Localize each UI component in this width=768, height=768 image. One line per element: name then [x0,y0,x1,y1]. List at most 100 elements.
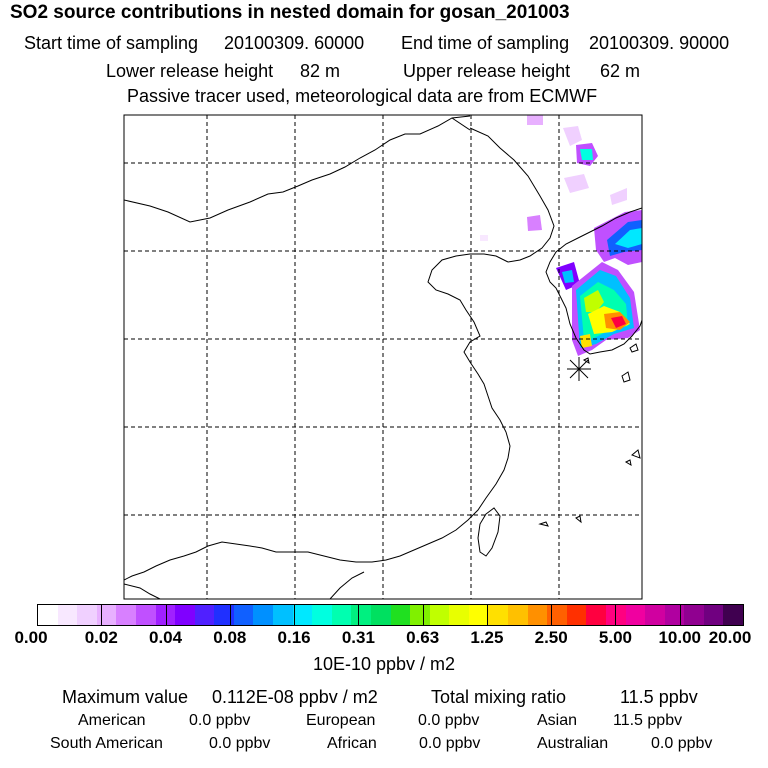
lower-release-label: Lower release height [106,61,274,81]
total-mixing-value: 11.5 ppbv [620,687,698,707]
tracer-note: Passive tracer used, meteorological data… [127,86,598,106]
color-scale-swatch [527,605,548,625]
plume-cell [480,235,488,241]
color-scale-swatch [645,605,666,625]
plume-cell [584,290,604,312]
color-scale-swatch [508,605,529,625]
color-scale-swatch [292,605,313,625]
region-value: 0.0 ppbv [209,735,271,752]
color-scale-swatch [488,605,509,625]
color-scale-swatch [449,605,470,625]
color-scale-swatch [723,605,744,625]
color-scale-swatch [175,605,196,625]
upper-release-label: Upper release height [403,61,571,81]
color-scale-divider [615,605,617,625]
plume-cell [527,215,542,231]
color-scale-swatch [390,605,411,625]
color-scale-swatch [351,605,372,625]
color-scale-swatch [468,605,489,625]
color-scale-divider [101,605,103,625]
color-scale-tick-label: 0.04 [148,628,183,647]
region-value: 0.0 ppbv [419,735,481,752]
border-line [329,571,365,599]
region-name: Asian [537,712,578,729]
plume-cell [580,149,593,160]
region-name: South American [50,735,163,752]
color-scale-tick-label: 0.31 [341,628,375,647]
region-name: European [306,712,376,729]
upper-release-value: 62 m [600,61,641,81]
total-mixing-label: Total mixing ratio [431,687,567,707]
start-time-label: Start time of sampling [24,33,199,53]
color-scale-swatch [566,605,587,625]
color-scale-divider [422,605,424,625]
plume-cell [562,270,574,283]
color-scale-swatch [194,605,215,625]
color-scale-divider [679,605,681,625]
island [629,343,639,353]
map-title: SO2 source contributions in nested domai… [10,2,570,23]
color-scale-swatch [38,605,59,625]
coastlines [124,115,642,599]
region-value: 0.0 ppbv [189,712,251,729]
color-scale-swatch [429,605,450,625]
plume-cell [610,188,627,205]
map-frame [123,114,643,600]
color-scale-swatch [664,605,685,625]
korea-coast [545,207,642,355]
color-scale-divider [229,605,231,625]
color-scale-divider [294,605,296,625]
color-scale-swatch [253,605,274,625]
color-scale-swatch [77,605,98,625]
color-scale-swatch [214,605,235,625]
color-scale-divider [165,605,167,625]
island [624,459,632,467]
color-scale-divider [486,605,488,625]
color-scale-tick-label: 10.00 [658,628,701,647]
color-scale-divider [358,605,360,625]
border-line [451,117,471,131]
color-scale-swatch [135,605,156,625]
lat-lon-grid [124,115,642,599]
color-scale-swatch [57,605,78,625]
island [631,449,641,459]
color-scale-swatch [625,605,646,625]
color-scale-bar [37,604,744,626]
region-name: African [327,735,377,752]
color-scale-swatch [370,605,391,625]
color-scale-swatch [233,605,254,625]
receptor-marker [567,357,591,381]
color-scale-swatch [684,605,705,625]
color-scale-swatch [273,605,294,625]
color-scale-swatch [410,605,431,625]
region-name: American [78,712,146,729]
start-time-value: 20100309. 60000 [224,33,365,53]
plume-cell [527,115,543,125]
island [621,371,631,383]
color-scale-swatch [116,605,137,625]
color-scale-swatch [586,605,607,625]
color-scale-tick-label: 20.00 [708,628,752,647]
color-scale-swatch [96,605,117,625]
lower-release-value: 82 m [300,61,341,81]
max-value: 0.112E-08 ppbv / m2 [212,687,378,707]
color-scale-tick-label: 0.08 [213,628,247,647]
region-value: 0.0 ppbv [418,712,480,729]
color-scale-swatch [312,605,333,625]
color-scale-tick-label: 0.16 [277,628,311,647]
region-value: 11.5 ppbv [613,712,683,729]
border-line [124,583,161,599]
plume-cell [564,174,589,193]
color-scale-swatch [547,605,568,625]
plume-cell [611,316,626,328]
max-value-label: Maximum value [62,687,189,707]
taiwan [477,507,501,557]
plume-cell [615,228,642,248]
border-line [469,127,555,263]
plume-cell [563,126,582,146]
china-coast [124,253,511,581]
end-time-label: End time of sampling [401,33,570,53]
color-scale-swatch [703,605,724,625]
region-name: Australian [537,735,609,752]
